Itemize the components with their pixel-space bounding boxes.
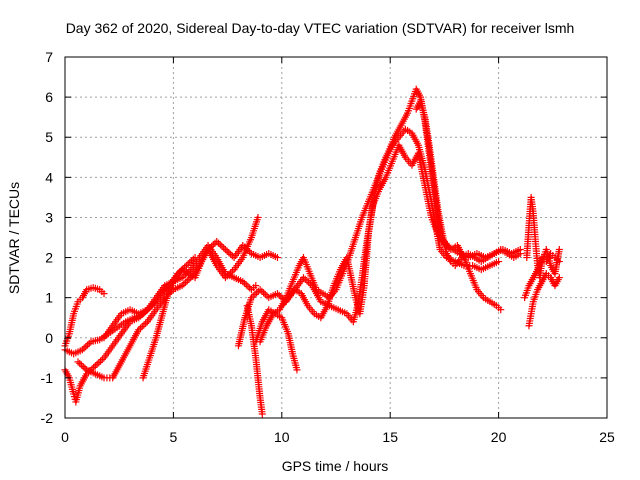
- data-point: [169, 278, 177, 286]
- x-tick-label: 25: [599, 429, 615, 445]
- series-track-12: [525, 270, 563, 330]
- plot-frame: [64, 56, 608, 419]
- x-axis-label: GPS time / hours: [282, 458, 389, 474]
- data-point: [293, 366, 301, 374]
- data-point: [555, 258, 563, 266]
- y-axis-label: SDTVAR / TECUs: [6, 182, 22, 294]
- y-tick-label: 1: [45, 290, 53, 306]
- y-tick-label: 7: [45, 49, 53, 65]
- x-tick-label: 15: [382, 429, 398, 445]
- series-track-5: [139, 213, 262, 382]
- y-tick-label: 3: [45, 209, 53, 225]
- y-tick-label: 2: [45, 250, 53, 266]
- x-tick-label: 0: [61, 429, 69, 445]
- data-point: [273, 254, 281, 262]
- series-track-9: [278, 141, 505, 322]
- y-tick-label: -2: [41, 410, 54, 426]
- axis-ticks: 0 5 10 15 20 25 -2 -1 0 1 2 3 4 5 6 7: [41, 49, 615, 445]
- data-point: [258, 410, 266, 418]
- data-point: [254, 213, 262, 221]
- series-track-13: [521, 250, 563, 302]
- data-point: [516, 250, 524, 258]
- series-track-15: [100, 278, 177, 342]
- y-tick-label: -1: [41, 370, 54, 386]
- x-tick-label: 5: [170, 429, 178, 445]
- series-track-10: [412, 97, 524, 270]
- x-tick-label: 20: [491, 429, 507, 445]
- data-points: [61, 85, 563, 418]
- x-tick-label: 10: [274, 429, 290, 445]
- data-point: [252, 282, 260, 290]
- y-tick-label: 0: [45, 330, 53, 346]
- data-point: [100, 290, 108, 298]
- data-point: [497, 306, 505, 314]
- data-point: [555, 274, 563, 282]
- chart-title: Day 362 of 2020, Sidereal Day-to-day VTE…: [66, 20, 575, 36]
- series-track-7: [243, 302, 266, 418]
- data-point: [495, 258, 503, 266]
- y-tick-label: 6: [45, 89, 53, 105]
- series-track-14: [252, 306, 301, 374]
- data-point: [555, 246, 563, 254]
- y-tick-label: 4: [45, 169, 53, 185]
- y-tick-label: 5: [45, 129, 53, 145]
